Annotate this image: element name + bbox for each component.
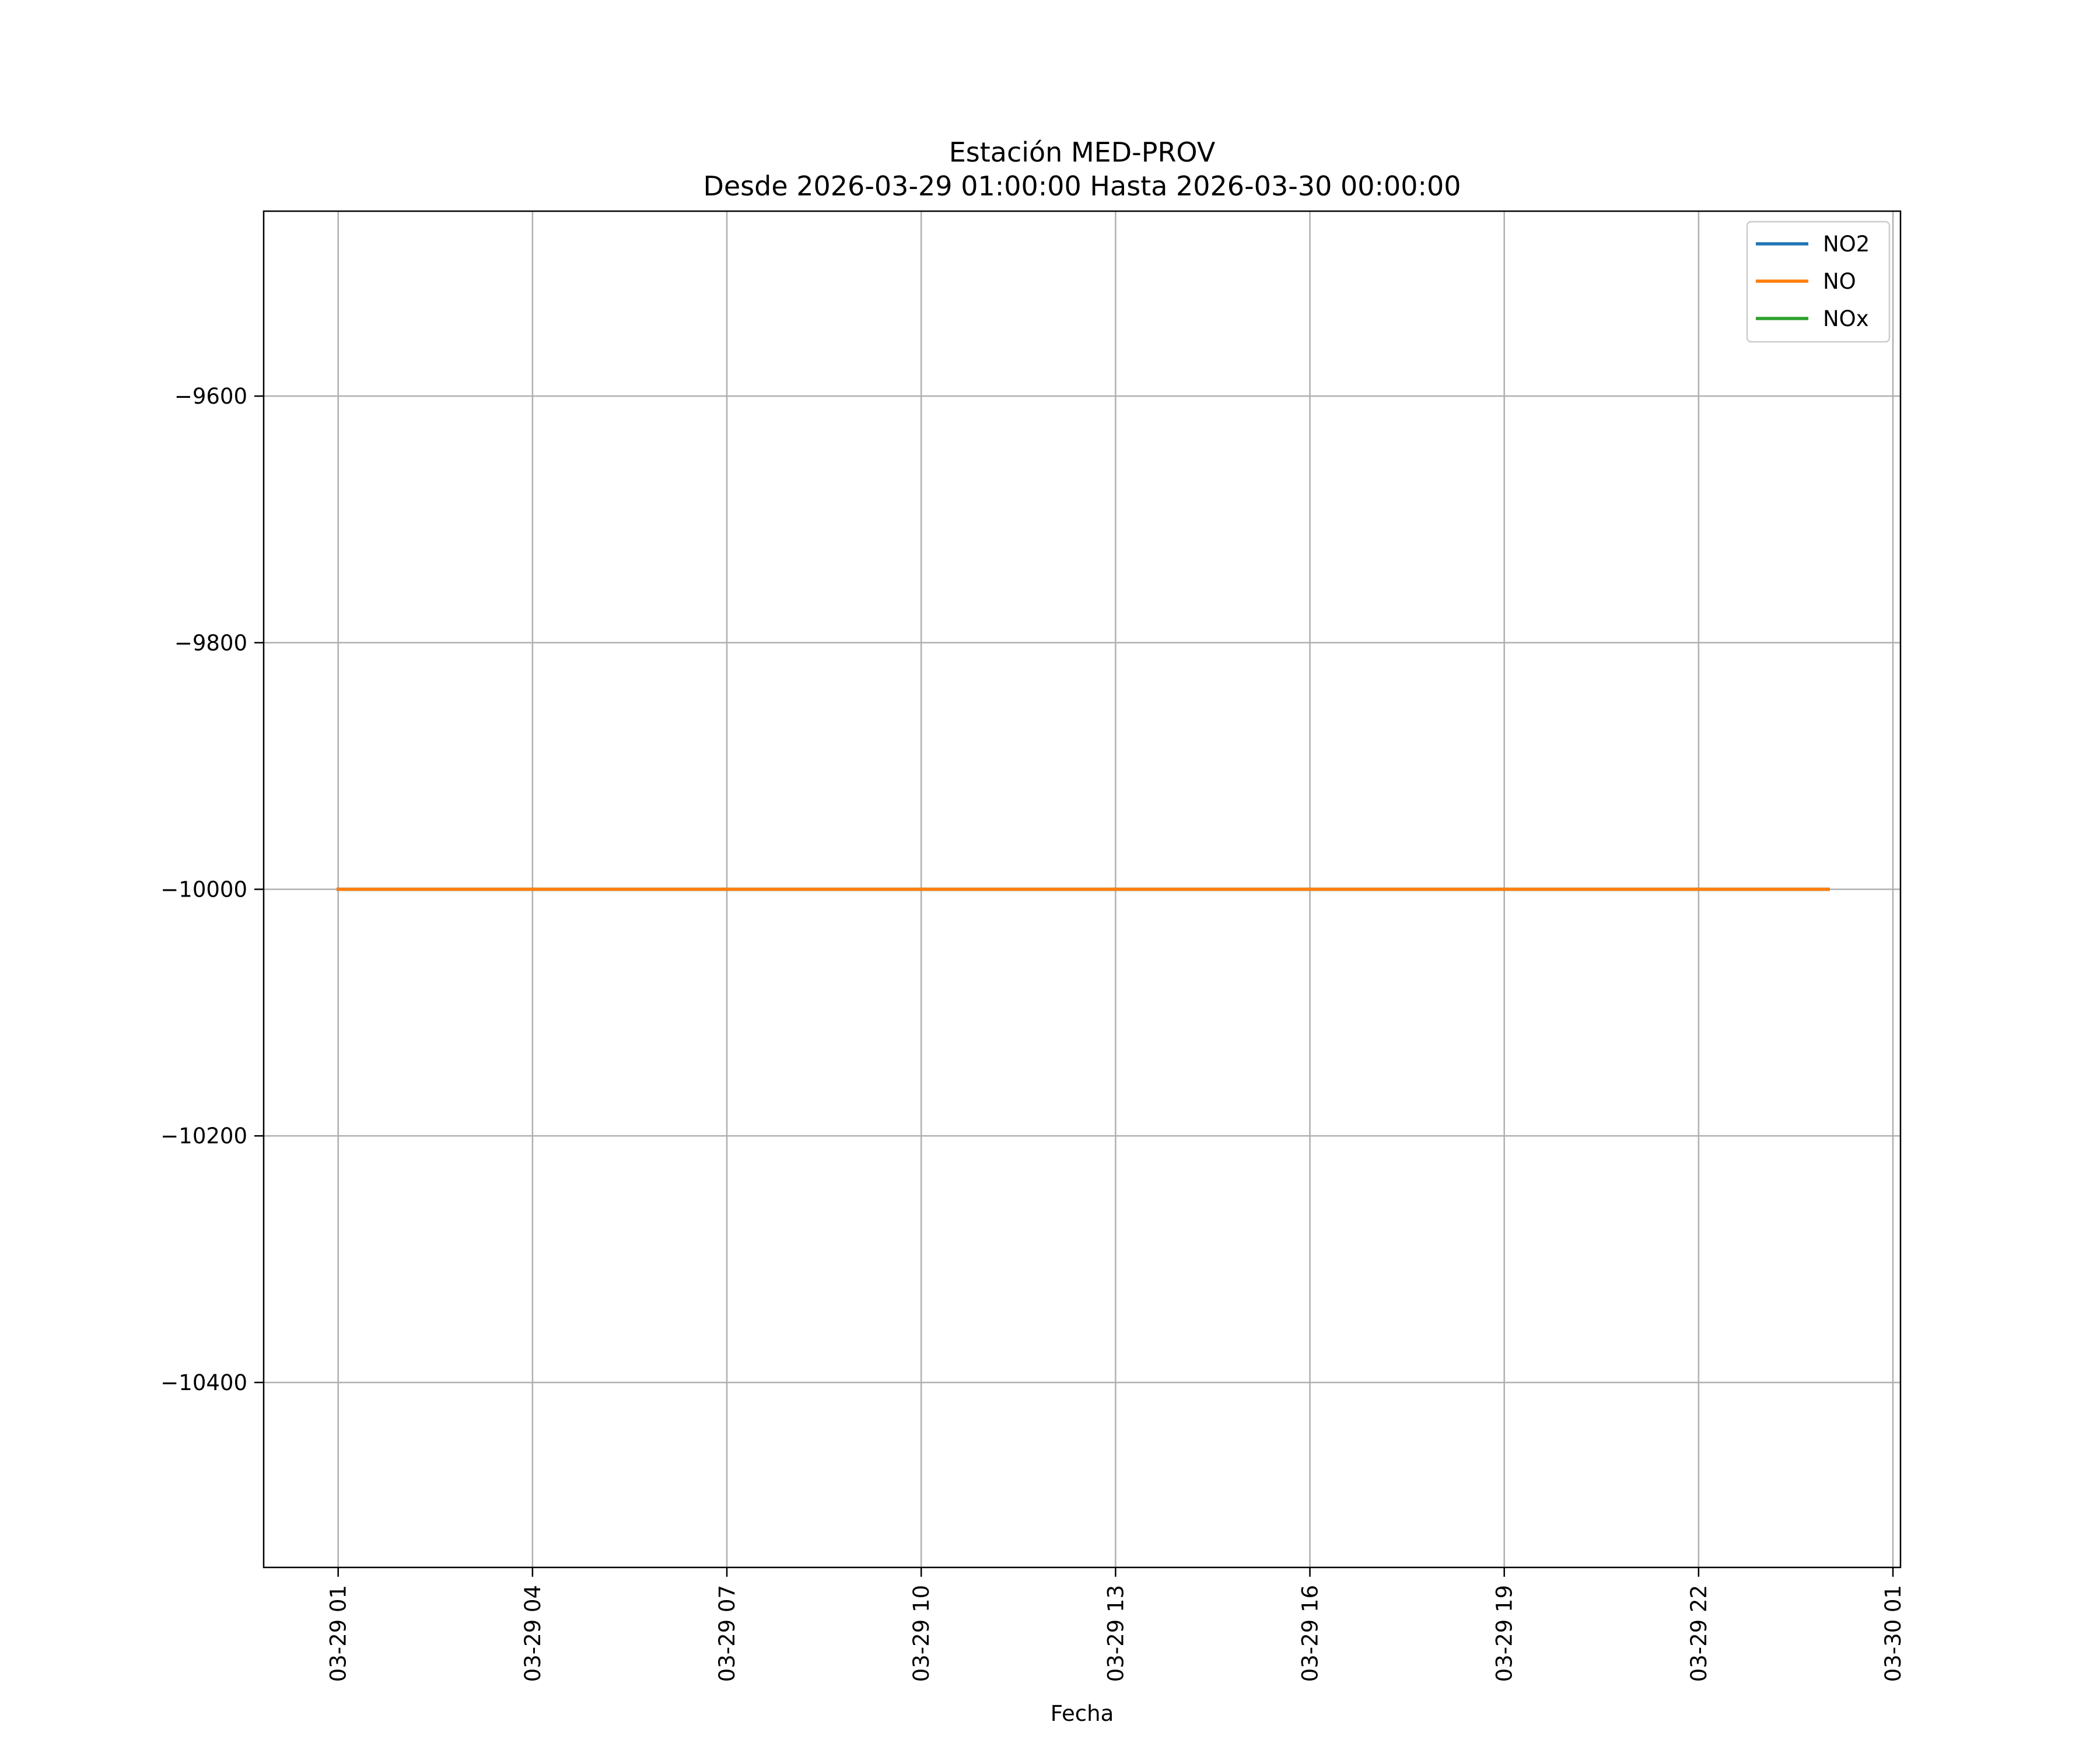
y-tick-label: −9800 [174,631,247,656]
x-tick-label: 03-29 07 [715,1585,740,1682]
x-tick-label: 03-29 22 [1686,1585,1712,1682]
chart-title: Estación MED-PROV [949,136,1216,168]
x-tick-label: 03-29 19 [1492,1585,1517,1682]
legend-label-no2: NO2 [1823,232,1870,257]
x-tick-label: 03-29 13 [1103,1585,1128,1682]
legend: NO2 NO NOx [1746,220,1891,343]
y-tick-label: −10200 [160,1124,247,1149]
x-axis-label: Fecha [1051,1701,1114,1726]
chart-subtitle: Desde 2026-03-29 01:00:00 Hasta 2026-03-… [703,170,1461,202]
x-tick-label: 03-29 04 [520,1585,545,1682]
ticks: 03-29 01 03-29 04 03-29 07 03-29 10 03-29 13… [160,384,1906,1682]
legend-label-no: NO [1823,269,1856,294]
x-tick-label: 03-29 16 [1298,1585,1323,1682]
y-tick-label: −9600 [174,384,247,409]
x-tick-label: 03-30 01 [1881,1585,1906,1682]
y-tick-label: −10000 [160,877,247,902]
x-tick-label: 03-29 01 [326,1585,351,1682]
y-tick-label: −10400 [160,1370,247,1395]
legend-box [1746,220,1891,343]
legend-label-nox: NOx [1823,306,1869,331]
x-tick-label: 03-29 10 [909,1585,934,1682]
